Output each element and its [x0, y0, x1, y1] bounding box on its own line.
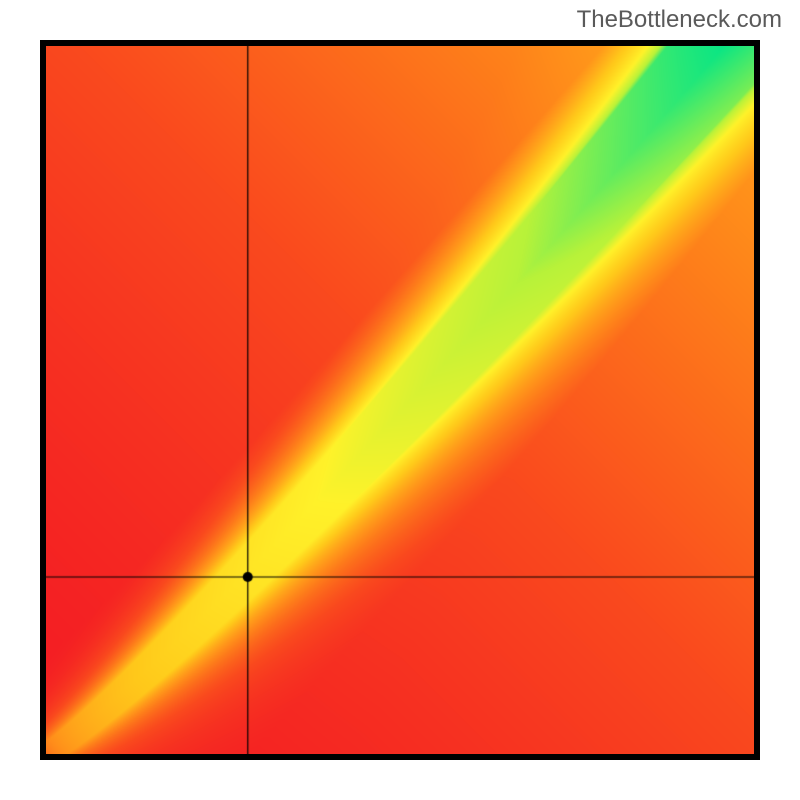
chart-container: TheBottleneck.com [0, 0, 800, 800]
heatmap-canvas [46, 46, 754, 754]
watermark-text: TheBottleneck.com [577, 6, 782, 34]
plot-frame [40, 40, 760, 760]
